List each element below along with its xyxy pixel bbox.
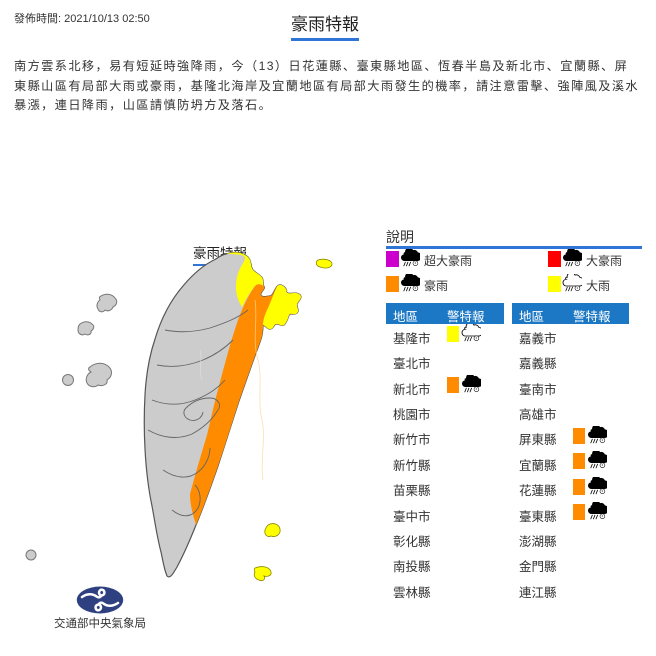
svg-text:交通部中央氣象局: 交通部中央氣象局: [54, 616, 146, 630]
